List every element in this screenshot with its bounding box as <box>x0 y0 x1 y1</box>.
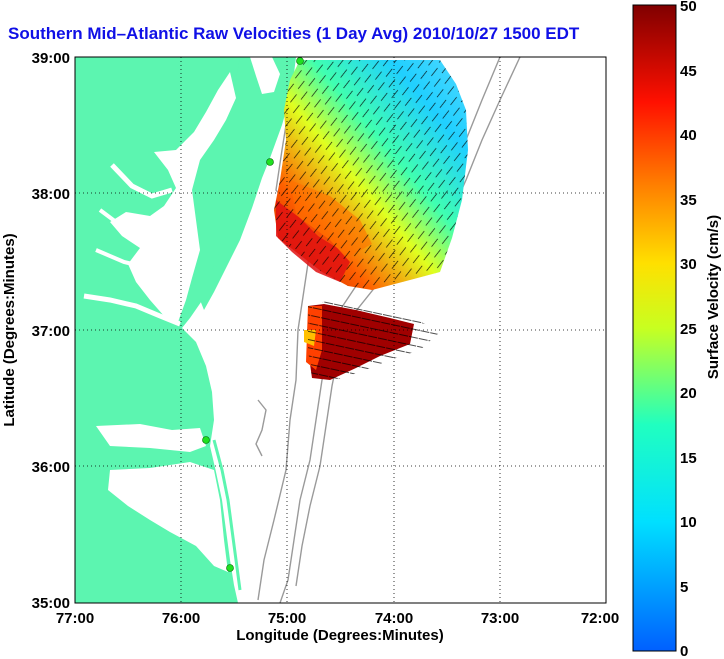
potomac-river <box>110 163 173 199</box>
albemarle-sound <box>96 424 206 452</box>
colorbar <box>632 4 677 652</box>
y-axis-label: Latitude (Degrees:Minutes) <box>1 233 18 426</box>
x-tick-label: 73:00 <box>481 610 519 627</box>
map-title: Southern Mid–Atlantic Raw Velocities (1 … <box>8 24 580 43</box>
colorbar-tick-label: 45 <box>680 63 697 80</box>
colorbar-tick-label: 15 <box>680 450 697 467</box>
colorbar-tick-label: 10 <box>680 514 697 531</box>
grid-lines <box>75 57 606 603</box>
york-river <box>95 248 171 272</box>
y-axis-ticks: 39:00 38:00 37:00 36:00 35:00 <box>32 50 70 612</box>
x-tick-label: 74:00 <box>375 610 413 627</box>
x-axis-ticks: 77:00 76:00 75:00 74:00 73:00 72:00 <box>56 610 619 627</box>
velocity-field-north <box>274 60 468 290</box>
james-river <box>83 293 181 327</box>
rappahannock-river <box>98 208 177 239</box>
colorbar-label: Surface Velocity (cm/s) <box>705 215 722 379</box>
x-tick-label: 76:00 <box>162 610 200 627</box>
velocity-field-south <box>304 300 440 382</box>
colorbar-tick-label: 40 <box>680 127 697 144</box>
chesapeake-bay <box>110 72 236 322</box>
colorbar-tick-label: 30 <box>680 256 697 273</box>
colorbar-ticks: 50 45 40 35 30 25 20 15 10 5 0 <box>680 0 697 659</box>
colorbar-tick-label: 0 <box>680 643 688 659</box>
delmarva-peninsula <box>200 57 296 310</box>
y-tick-label: 37:00 <box>32 323 70 340</box>
radar-stations <box>202 57 304 572</box>
x-axis-label: Longitude (Degrees:Minutes) <box>236 627 444 644</box>
colorbar-tick-label: 5 <box>680 579 688 596</box>
pamlico-sound <box>108 462 228 572</box>
colorbar-tick-label: 20 <box>680 385 697 402</box>
colorbar-tick-label: 25 <box>680 321 697 338</box>
y-tick-label: 38:00 <box>32 186 70 203</box>
x-tick-label: 75:00 <box>268 610 306 627</box>
delaware-bay <box>250 57 280 94</box>
land-mass <box>75 57 278 603</box>
x-tick-label: 72:00 <box>581 610 619 627</box>
colorbar-tick-label: 35 <box>680 192 697 209</box>
x-tick-label: 77:00 <box>56 610 94 627</box>
y-tick-label: 36:00 <box>32 459 70 476</box>
outer-banks <box>212 439 242 591</box>
colorbar-tick-label: 50 <box>680 0 697 15</box>
y-tick-label: 35:00 <box>32 595 70 612</box>
y-tick-label: 39:00 <box>32 50 70 67</box>
